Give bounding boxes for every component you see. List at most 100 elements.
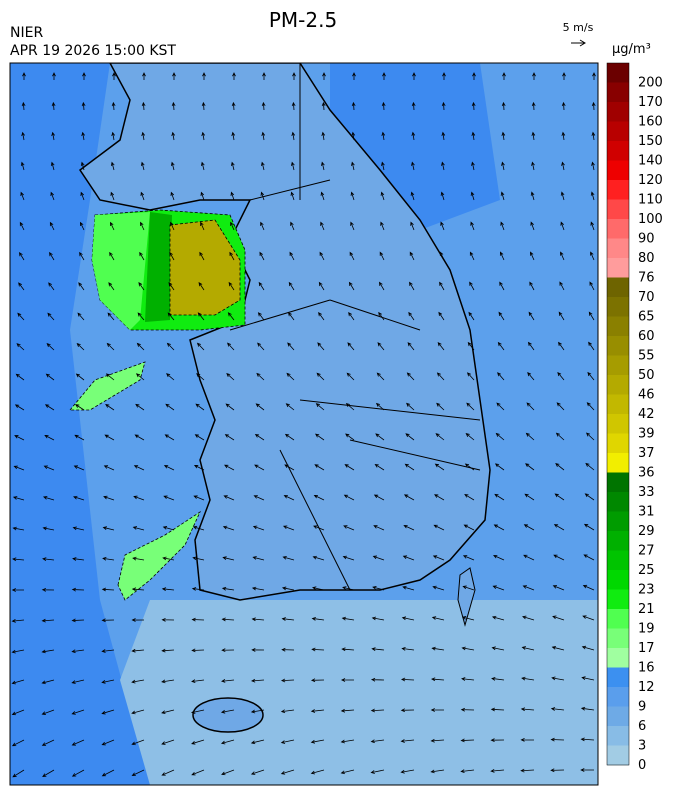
wind-arrow — [285, 403, 295, 411]
wind-arrow — [561, 101, 566, 111]
wind-arrow — [103, 495, 115, 501]
wind-arrow — [470, 191, 475, 201]
wind-arrow — [11, 618, 25, 623]
sea-south — [120, 600, 598, 785]
wind-arrow — [71, 769, 85, 777]
pm-strip — [69, 361, 146, 411]
wind-arrow — [250, 739, 265, 745]
wind-arrow — [230, 161, 235, 171]
wind-arrow — [352, 72, 356, 80]
wind-arrow — [71, 587, 85, 592]
wind-arrow — [582, 584, 595, 591]
wind-arrow — [311, 647, 325, 652]
wind-arrow — [261, 161, 265, 171]
wind-arrow — [431, 616, 445, 621]
wind-arrow — [461, 677, 475, 681]
wind-arrow — [589, 281, 595, 291]
colorbar-label: 31 — [638, 505, 655, 520]
colorbar-label: 70 — [638, 290, 655, 305]
wind-arrow — [112, 72, 116, 80]
dense-pm-zone — [145, 212, 172, 322]
wind-arrow — [281, 617, 295, 621]
wind-arrow — [81, 101, 86, 111]
colorbar-label: 90 — [638, 232, 655, 247]
wind-arrow — [79, 221, 85, 231]
wind-arrow — [41, 739, 55, 746]
wind-arrow — [351, 161, 355, 171]
wind-arrow — [312, 555, 325, 561]
wind-arrow — [561, 131, 566, 141]
wind-arrow — [347, 342, 355, 351]
wind-arrow — [163, 495, 175, 501]
mid-pm-zone — [92, 212, 150, 330]
wind-arrow — [228, 281, 235, 291]
wind-arrow — [500, 221, 505, 231]
wind-arrow — [20, 191, 25, 201]
colorbar-label: 37 — [638, 446, 655, 461]
wind-arrow — [52, 72, 56, 80]
wind-arrow — [341, 616, 355, 621]
wind-arrow — [583, 554, 595, 561]
colorbar-bin — [607, 63, 629, 83]
wind-arrow — [318, 311, 325, 321]
wind-arrow — [79, 251, 85, 261]
colorbar-label: 19 — [638, 622, 655, 637]
wind-arrow — [196, 373, 205, 381]
wind-arrow — [13, 465, 25, 471]
wind-arrow — [345, 433, 355, 441]
wind-arrow — [465, 433, 475, 441]
colorbar-bin — [607, 687, 629, 707]
wind-arrow — [199, 251, 205, 261]
wind-arrow — [137, 312, 145, 321]
wind-arrow — [435, 433, 445, 441]
wind-arrow — [71, 709, 85, 715]
wind-arrow — [260, 191, 265, 201]
wind-arrow — [320, 191, 325, 201]
wind-arrow — [370, 708, 385, 713]
wind-arrow — [73, 465, 85, 471]
wind-arrow — [135, 403, 145, 411]
wind-arrow — [12, 557, 25, 562]
wind-arrow — [490, 707, 505, 712]
wind-arrow — [259, 251, 265, 261]
wind-arrow — [466, 372, 475, 381]
wind-arrow — [440, 191, 445, 201]
wind-arrow — [194, 434, 205, 441]
wind-arrow — [587, 371, 595, 381]
wind-arrow — [192, 525, 205, 531]
colorbar-label: 80 — [638, 251, 655, 266]
wind-arrow — [590, 191, 595, 201]
wind-arrow — [406, 402, 415, 411]
wind-arrow — [22, 72, 26, 80]
colorbar-label: 29 — [638, 524, 655, 539]
wind-arrow — [229, 251, 235, 261]
wind-arrow — [252, 556, 265, 561]
wind-arrow — [262, 72, 266, 80]
wind-arrow — [528, 311, 535, 321]
wind-arrow — [471, 161, 475, 171]
wind-arrow — [250, 709, 265, 714]
wind-arrow — [201, 101, 206, 111]
wind-arrow — [109, 251, 115, 261]
wind-arrow — [101, 679, 115, 684]
map-title: PM-2.5 — [269, 8, 337, 32]
wind-arrow — [372, 586, 385, 591]
wind-arrow — [583, 523, 595, 531]
colorbar-label: 12 — [638, 680, 655, 695]
wind-arrow — [378, 311, 385, 321]
wind-arrow — [561, 161, 565, 171]
wind-arrow — [19, 251, 25, 261]
unit-label: μg/m³ — [612, 42, 651, 57]
wind-arrow — [497, 372, 505, 381]
wind-arrow — [101, 618, 115, 623]
wind-arrow — [550, 737, 565, 742]
wind-arrow — [287, 342, 295, 351]
wind-arrow — [402, 585, 415, 591]
wind-arrow — [492, 585, 505, 591]
wind-arrow — [532, 72, 536, 80]
wind-arrow — [110, 191, 115, 201]
wind-arrow — [286, 372, 295, 381]
colorbar-label: 39 — [638, 427, 655, 442]
wind-arrow — [317, 342, 325, 351]
wind-arrow — [17, 312, 25, 321]
